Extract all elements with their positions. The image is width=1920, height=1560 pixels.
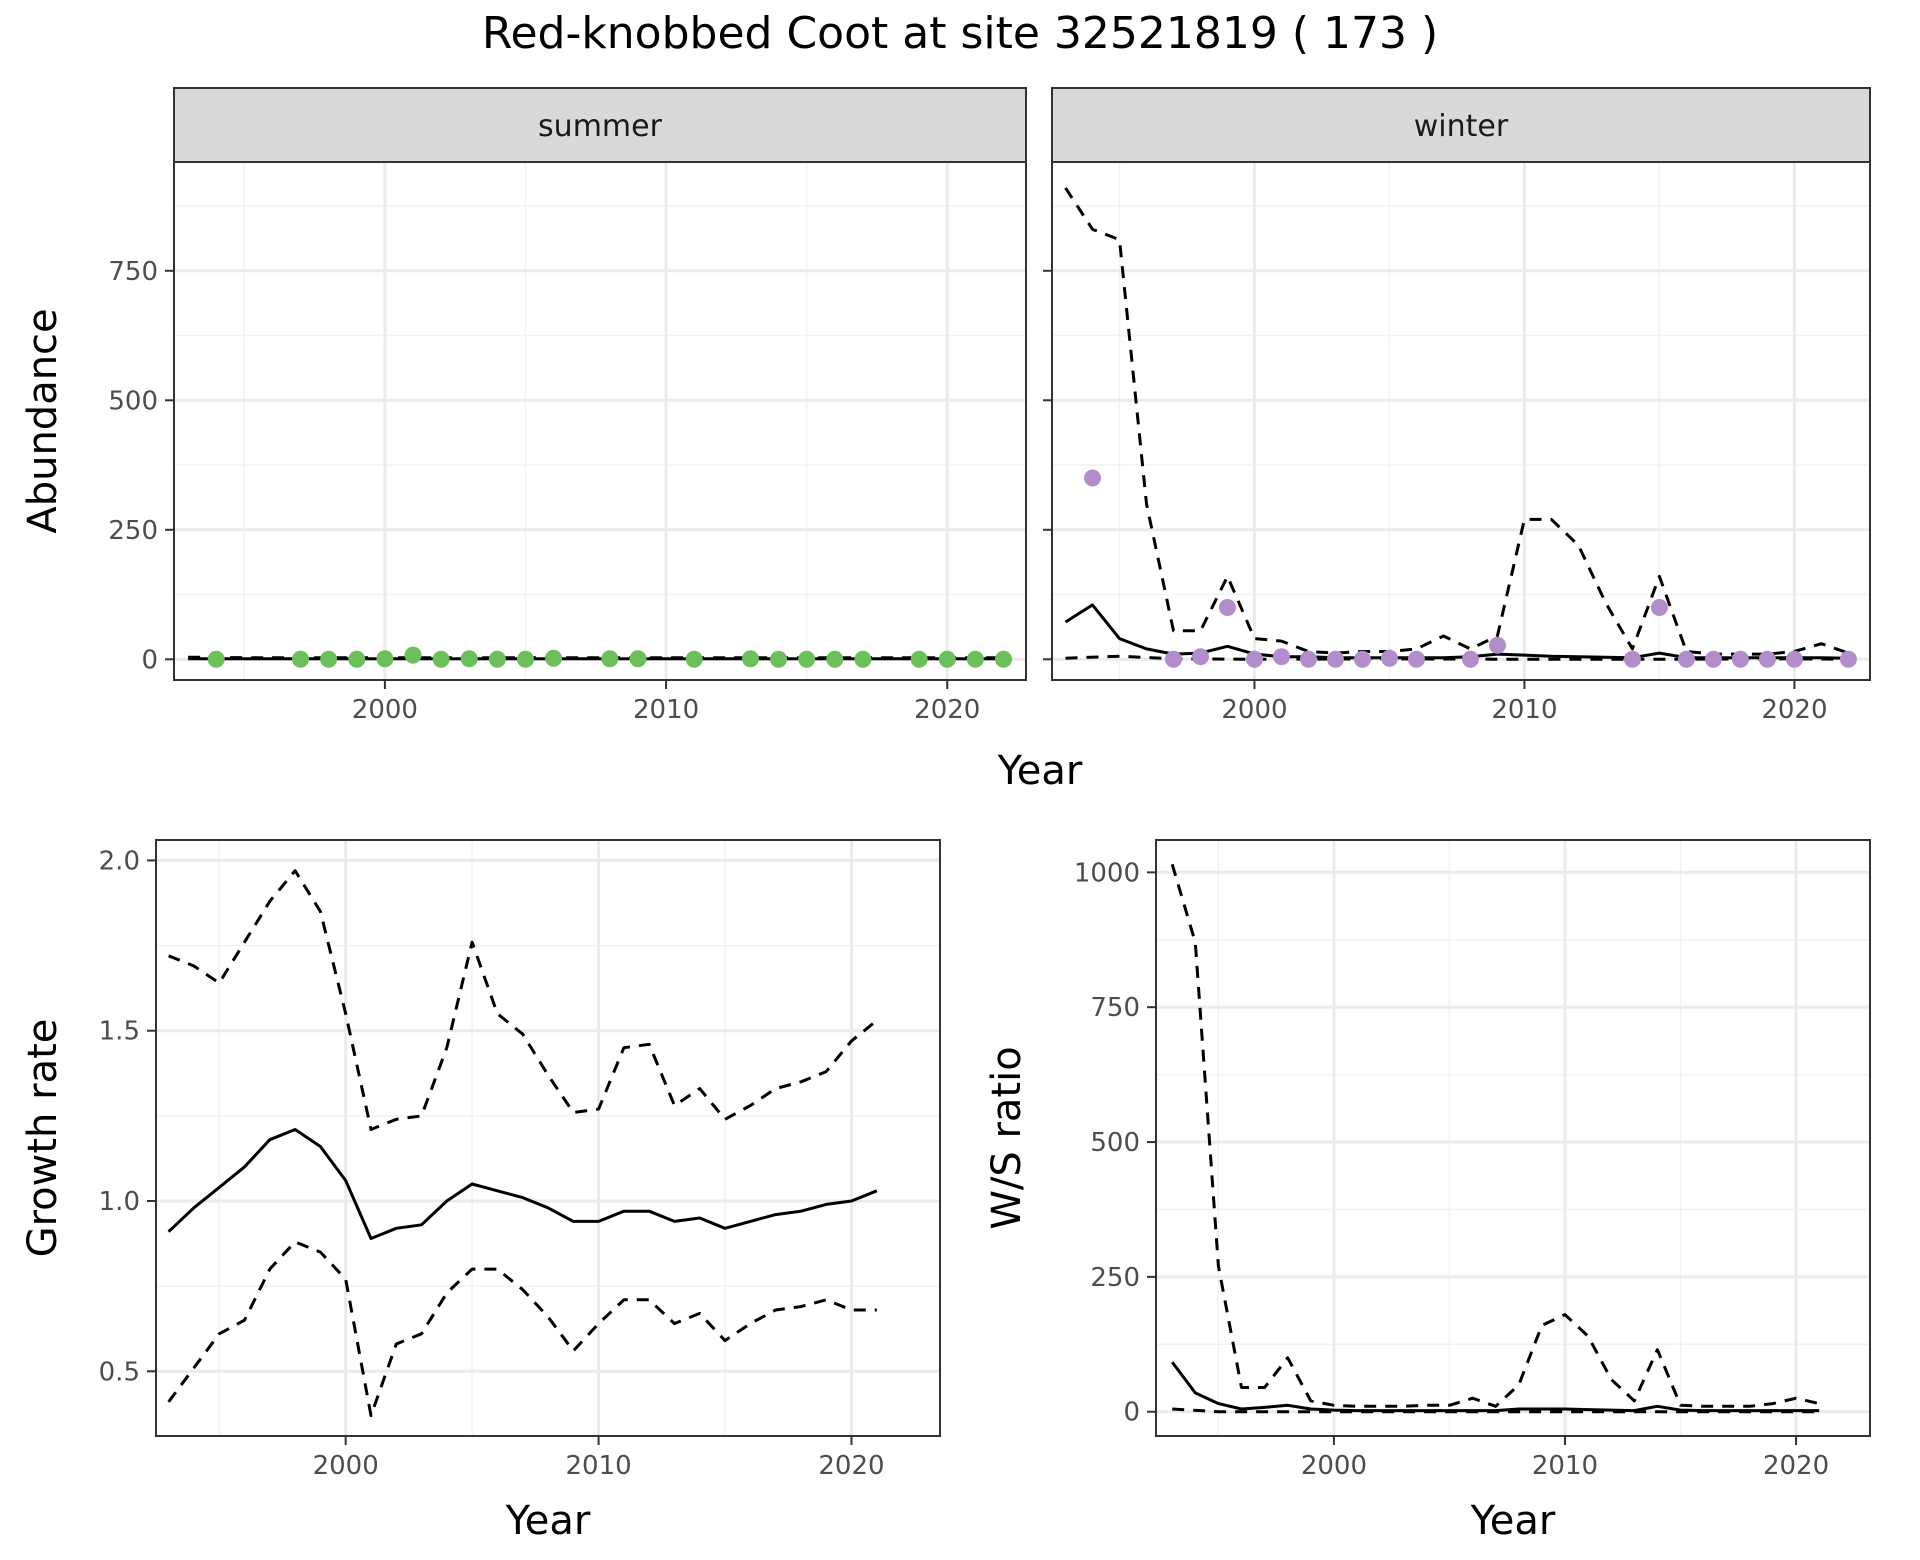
x-tick-label: 2020 (818, 1451, 884, 1481)
y-axis-title-ws: W/S ratio (984, 1046, 1030, 1229)
x-tick-label: 2010 (1532, 1451, 1598, 1481)
y-tick-label: 500 (1090, 1128, 1140, 1158)
summer-data-point (826, 650, 844, 668)
y-axis-title-growth: Growth rate (20, 1019, 66, 1258)
panel-border (155, 839, 941, 1437)
x-axis-title-ws: Year (1470, 1498, 1556, 1544)
facet-strip (1051, 87, 1871, 163)
y-tick-label: 250 (1090, 1263, 1140, 1293)
winter-data-point (1623, 650, 1641, 668)
winter-data-point (1758, 650, 1776, 668)
facet-strip-label-summer: summer (538, 109, 663, 144)
summer-data-point (545, 649, 563, 667)
y-tick-label: 750 (1090, 993, 1140, 1023)
winter-data-point (1245, 650, 1263, 668)
panel-border (1051, 161, 1871, 681)
panel-border (173, 161, 1027, 681)
growth-series-line (167, 1128, 878, 1240)
summer-data-point (770, 650, 788, 668)
winter-data-point (1191, 648, 1209, 666)
summer-data-point (966, 650, 984, 668)
summer-data-point (995, 650, 1013, 668)
winter-data-point (1299, 650, 1317, 668)
y-tick-label: 2.0 (99, 846, 140, 876)
summer-data-point (516, 650, 534, 668)
winter-data-point (1839, 650, 1857, 668)
summer-data-point (798, 650, 816, 668)
plot-layer: summer 2000 2010 2020 0 250 500 750 winter 2000 20… (20, 87, 1871, 1544)
winter-data-point (1353, 650, 1371, 668)
x-tick-label: 2020 (1761, 695, 1827, 725)
x-tick-label: 2000 (1301, 1451, 1367, 1481)
y-tick-label: 0 (141, 645, 158, 675)
x-tick-label: 2000 (313, 1451, 379, 1481)
winter-data-point (1488, 636, 1506, 654)
summer-data-point (685, 650, 703, 668)
y-tick-label: 1000 (1074, 858, 1140, 888)
x-tick-label: 2000 (352, 695, 418, 725)
summer-data-point (292, 650, 310, 668)
panel-background (156, 840, 940, 1436)
summer-data-point (432, 650, 450, 668)
summer-data-point (629, 650, 647, 668)
y-tick-label: 0.5 (99, 1357, 140, 1387)
y-tick-label: 1.0 (99, 1187, 140, 1217)
summer-data-point (348, 650, 366, 668)
summer-data-point (376, 650, 394, 668)
growth-series-line (167, 1240, 877, 1418)
winter-data-point (1326, 650, 1344, 668)
growth-series-line (168, 869, 878, 1131)
summer-data-point (601, 650, 619, 668)
x-tick-label: 2000 (1221, 695, 1287, 725)
x-tick-label: 2010 (633, 695, 699, 725)
panel-background (1052, 162, 1870, 680)
y-tick-label: 500 (108, 386, 158, 416)
y-tick-label: 750 (108, 257, 158, 287)
winter-data-point (1731, 650, 1749, 668)
x-axis-title-growth: Year (505, 1498, 591, 1544)
chart-title: Red-knobbed Coot at site 32521819 ( 173 … (482, 8, 1438, 59)
summer-data-point (488, 650, 506, 668)
panel-background (1156, 840, 1870, 1436)
y-axis-title-abundance: Abundance (20, 308, 66, 533)
winter-data-point (1407, 650, 1425, 668)
winter-data-point (1461, 650, 1479, 668)
y-tick-label: 1.5 (99, 1017, 140, 1047)
winter-data-point (1272, 648, 1290, 666)
winter-data-point (1785, 650, 1803, 668)
facet-strip-label-winter: winter (1414, 109, 1509, 144)
summer-data-point (741, 650, 759, 668)
ws-ratio-series-line (1172, 1407, 1820, 1414)
facet-strip (173, 87, 1027, 163)
x-tick-label: 2010 (565, 1451, 631, 1481)
x-axis-title-top: Year (997, 748, 1083, 794)
summer-data-point (460, 650, 478, 668)
x-tick-label: 2020 (1763, 1451, 1829, 1481)
summer-data-point (320, 650, 338, 668)
winter-data-point (1083, 469, 1101, 487)
summer-data-point (938, 650, 956, 668)
summer-data-point (854, 650, 872, 668)
winter-data-point (1218, 598, 1236, 616)
winter-data-point (1380, 649, 1398, 667)
winter-data-point (1164, 650, 1182, 668)
ws-ratio-series-line (1170, 863, 1820, 1408)
summer-data-point (404, 646, 422, 664)
summer-data-point (910, 650, 928, 668)
winter-data-point (1677, 650, 1695, 668)
y-tick-label: 0 (1123, 1398, 1140, 1428)
x-tick-label: 2010 (1491, 695, 1557, 725)
winter-data-point (1704, 650, 1722, 668)
x-tick-label: 2020 (914, 695, 980, 725)
winter-data-point (1650, 598, 1668, 616)
panel-border (1155, 839, 1871, 1437)
y-tick-label: 250 (108, 516, 158, 546)
summer-data-point (207, 650, 225, 668)
panel-background (174, 162, 1026, 680)
